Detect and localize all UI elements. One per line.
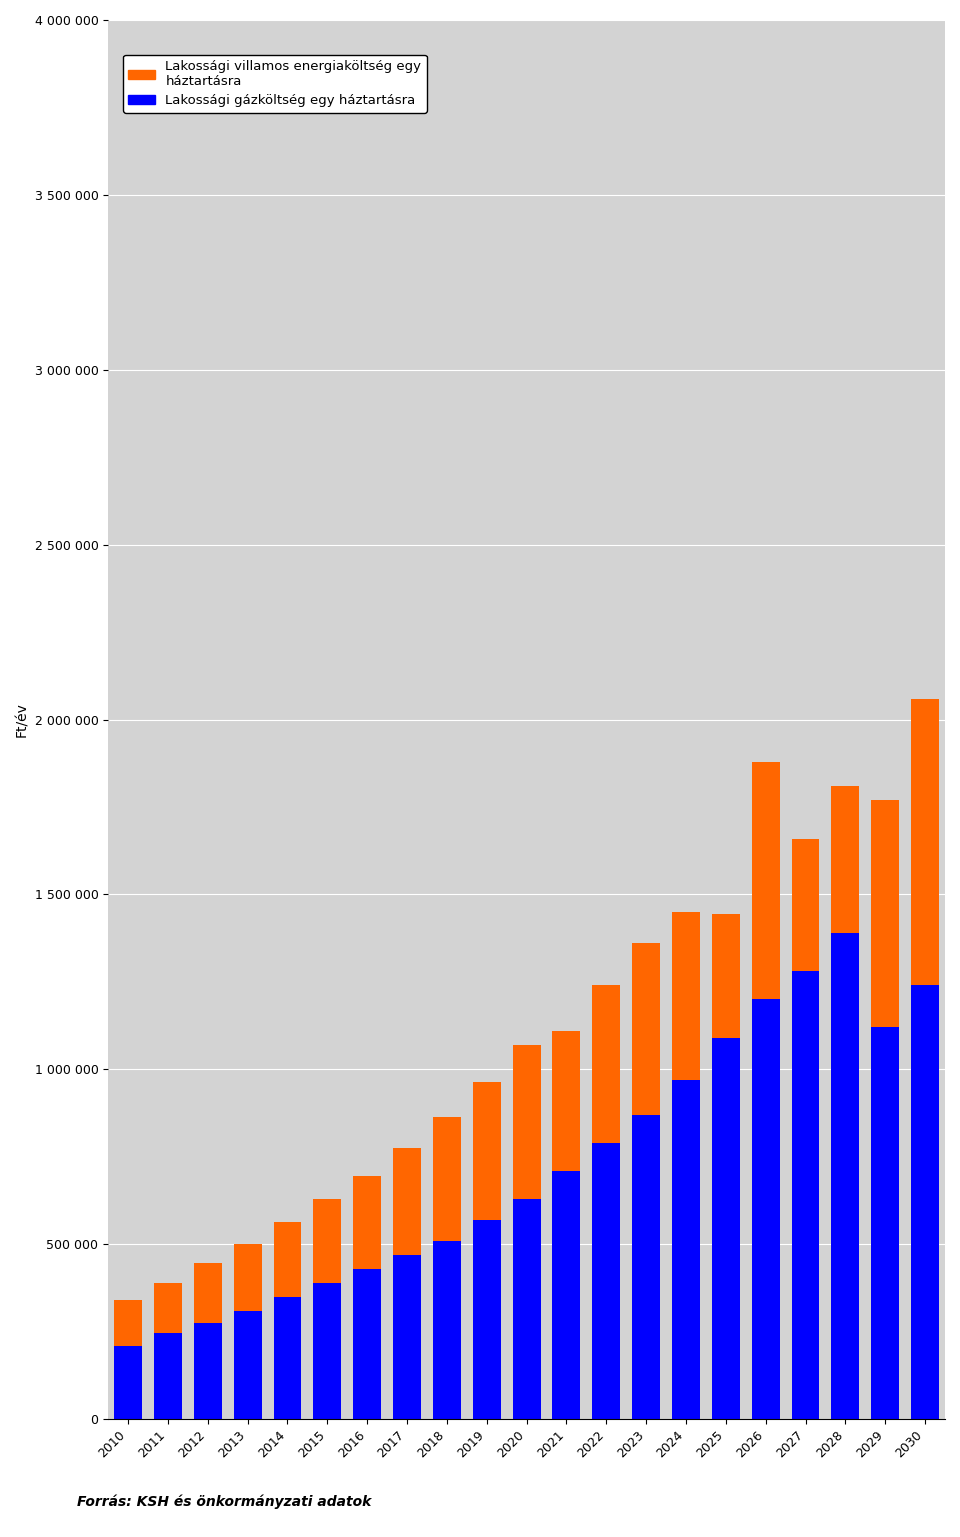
Bar — [633, 944, 660, 1114]
Bar — [752, 999, 780, 1419]
Bar — [552, 1031, 581, 1171]
Bar — [154, 1334, 181, 1419]
Bar — [513, 1045, 540, 1199]
Bar — [233, 1311, 261, 1419]
Bar — [274, 1222, 301, 1297]
Bar — [154, 1283, 181, 1334]
Bar — [911, 985, 939, 1419]
Bar — [672, 911, 700, 1081]
Bar — [752, 761, 780, 999]
Bar — [831, 933, 859, 1419]
Legend: Lakossági villamos energiaköltség egy
háztartásra, Lakossági gázköltség egy házt: Lakossági villamos energiaköltség egy há… — [123, 55, 426, 112]
Bar — [393, 1148, 421, 1254]
Bar — [552, 1171, 581, 1419]
Bar — [513, 1199, 540, 1419]
Bar — [911, 699, 939, 985]
Bar — [353, 1176, 381, 1268]
Bar — [672, 1081, 700, 1419]
Bar — [353, 1268, 381, 1419]
Text: Forrás: KSH és önkormányzati adatok: Forrás: KSH és önkormányzati adatok — [77, 1496, 372, 1509]
Bar — [792, 839, 820, 971]
Bar — [831, 785, 859, 933]
Bar — [194, 1263, 222, 1323]
Bar — [872, 1027, 900, 1419]
Bar — [233, 1245, 261, 1311]
Bar — [592, 1144, 620, 1419]
Bar — [114, 1300, 142, 1346]
Bar — [114, 1346, 142, 1419]
Bar — [633, 1114, 660, 1419]
Bar — [712, 913, 740, 1037]
Bar — [433, 1116, 461, 1240]
Bar — [274, 1297, 301, 1419]
Bar — [433, 1240, 461, 1419]
Bar — [592, 985, 620, 1144]
Bar — [472, 1082, 501, 1220]
Bar — [712, 1037, 740, 1419]
Bar — [792, 971, 820, 1419]
Y-axis label: Ft/év: Ft/év — [15, 702, 29, 738]
Bar — [313, 1283, 341, 1419]
Bar — [872, 801, 900, 1027]
Bar — [194, 1323, 222, 1419]
Bar — [393, 1254, 421, 1419]
Bar — [472, 1220, 501, 1419]
Bar — [313, 1199, 341, 1283]
